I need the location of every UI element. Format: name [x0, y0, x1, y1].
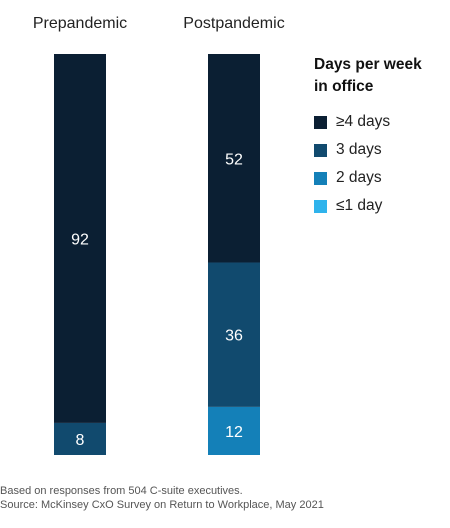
legend-label-1-or-less-day: ≤1 day	[336, 197, 383, 214]
footnote-source: Source: McKinsey CxO Survey on Return to…	[0, 499, 324, 511]
legend-title: Days per week in office	[314, 56, 422, 95]
legend-label-4-plus-days: ≥4 days	[336, 113, 391, 130]
data-label-prepandemic-ge4-days: 92	[71, 231, 89, 248]
category-label-prepandemic: Prepandemic	[33, 15, 127, 32]
data-label-prepandemic-3-days: 8	[76, 432, 85, 449]
legend-item-4-plus-days: ≥4 days	[314, 108, 450, 136]
legend-item-2-days: 2 days	[314, 164, 450, 192]
legend-swatch-1-or-less-day	[314, 199, 327, 213]
bar-postpandemic-3-days	[208, 262, 260, 407]
bar-postpandemic-2-days	[208, 406, 260, 455]
legend: Days per week in office ≥4 days 3 days 2…	[314, 54, 450, 220]
bar-prepandemic-ge4-days	[54, 54, 106, 423]
legend-label-3-days: 3 days	[336, 141, 382, 158]
legend-swatch-2-days	[314, 171, 327, 185]
data-label-postpandemic-2-days: 12	[225, 424, 243, 441]
bar-postpandemic-ge4-days	[208, 54, 260, 263]
footnote-respondents: Based on responses from 504 C-suite exec…	[0, 485, 243, 497]
category-label-postpandemic: Postpandemic	[183, 15, 284, 32]
footnotes: Based on responses from 504 C-suite exec…	[0, 484, 450, 512]
legend-swatch-4-plus-days	[314, 115, 327, 129]
legend-swatch-3-days	[314, 143, 327, 157]
legend-item-3-days: 3 days	[314, 136, 450, 164]
data-label-postpandemic-ge4-days: 52	[225, 151, 243, 168]
bar-prepandemic-3-days	[54, 422, 106, 455]
legend-item-1-or-less-day: ≤1 day	[314, 192, 450, 220]
data-label-postpandemic-3-days: 36	[225, 328, 243, 345]
legend-label-2-days: 2 days	[336, 169, 382, 186]
